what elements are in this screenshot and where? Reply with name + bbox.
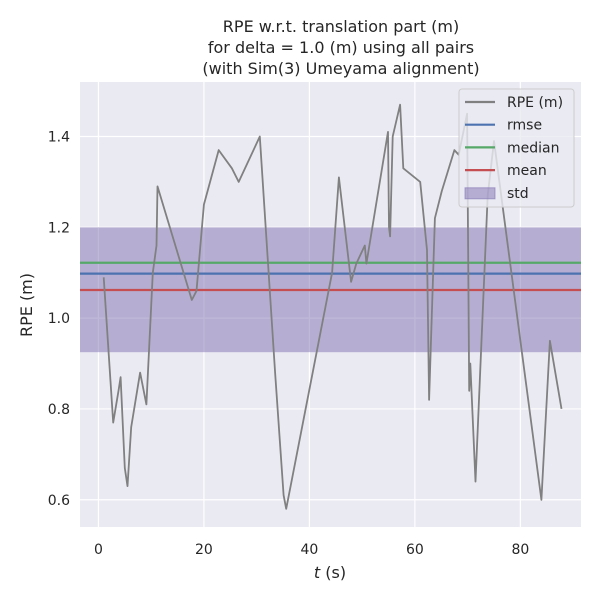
legend: RPE (m) rmse median mean std xyxy=(458,88,575,208)
statistic-lines xyxy=(80,261,581,292)
legend-item-mean-label: mean xyxy=(507,163,547,179)
legend-item-rmse-label: rmse xyxy=(507,118,542,134)
chart-title: RPE w.r.t. translation part (m) for delt… xyxy=(202,17,479,78)
x-axis-label-unit: (s) xyxy=(320,563,346,582)
y-tick-label: 0.6 xyxy=(48,493,70,509)
y-tick-label: 1.4 xyxy=(48,129,70,145)
legend-frame xyxy=(458,88,575,208)
y-axis-label: RPE (m) xyxy=(17,273,36,337)
x-axis-label-variable: t xyxy=(314,563,321,582)
y-tick-label: 0.8 xyxy=(48,402,70,418)
x-tick-label: 60 xyxy=(406,542,424,558)
y-tick-label: 1.2 xyxy=(48,220,70,236)
chart-title-line-2: for delta = 1.0 (m) using all pairs xyxy=(208,38,474,57)
legend-item-std-swatch xyxy=(464,187,496,200)
x-tick-label: 80 xyxy=(511,542,529,558)
y-tick-label: 1.0 xyxy=(48,311,70,327)
x-axis-label: t (s) xyxy=(314,563,346,582)
legend-item-median-label: median xyxy=(507,140,559,156)
chart-title-line-1: RPE w.r.t. translation part (m) xyxy=(223,17,459,36)
x-tick-label: 0 xyxy=(94,542,103,558)
x-tick-label: 40 xyxy=(300,542,318,558)
chart-title-line-3: (with Sim(3) Umeyama alignment) xyxy=(202,59,479,78)
x-tick-label: 20 xyxy=(195,542,213,558)
y-tick-labels: 0.6 0.8 1.0 1.2 1.4 xyxy=(48,129,70,508)
x-tick-labels: 0 20 40 60 80 xyxy=(94,542,529,558)
legend-item-std-label: std xyxy=(507,186,529,202)
legend-item-rpe-label: RPE (m) xyxy=(507,95,563,111)
